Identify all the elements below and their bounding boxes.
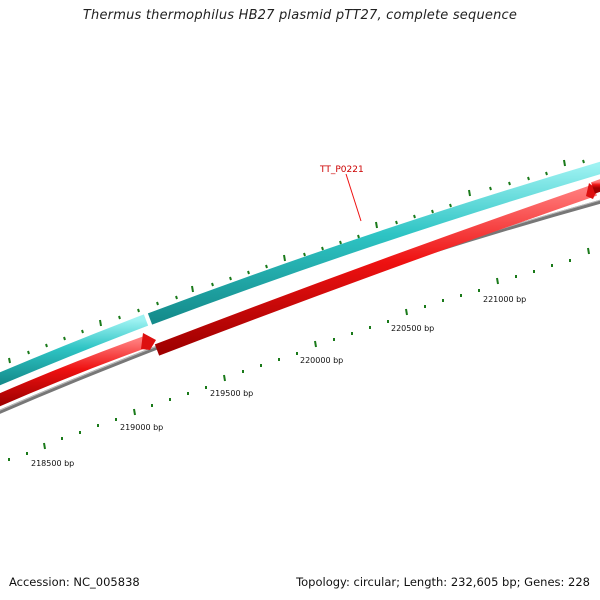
tick-mark [223,374,226,382]
tick-mark [395,220,398,225]
tick-mark [314,340,317,348]
tick-mark [587,247,590,255]
upper-tick-marks [8,159,585,364]
forward-gene-segment-left[interactable] [0,314,149,386]
bp-label: 219000 bp [120,423,163,432]
tick-mark [563,159,566,167]
tick-mark [283,254,286,262]
tick-mark [582,159,585,164]
reverse-gene-segment-left[interactable] [0,335,151,407]
tick-mark [449,203,452,208]
tick-mark [375,221,378,229]
tick-mark [99,319,102,327]
bp-label: 218500 bp [31,459,74,468]
tick-mark [27,350,30,355]
backbone-line [0,199,600,414]
bp-label: 220000 bp [300,356,343,365]
reverse-gene-segment-right[interactable] [591,179,600,194]
tick-mark [265,264,268,269]
map-title: Thermus thermophilus HB27 plasmid pTT27,… [82,8,518,23]
bp-label: 221000 bp [483,295,526,304]
tick-mark [468,189,471,197]
tick-mark [357,234,360,239]
reverse-gene-segment-main[interactable] [154,184,597,356]
tick-mark [63,336,66,341]
tick-mark [175,295,178,300]
tick-mark [45,343,48,348]
tick-mark [118,315,121,320]
tick-mark [81,329,84,334]
gene-label-leader [345,173,362,222]
tick-mark [191,285,194,293]
gene-label[interactable]: TT_P0221 [319,165,364,175]
lower-tick-marks [8,247,590,461]
tick-mark [321,246,324,251]
tick-mark [508,181,511,186]
tick-mark [339,240,342,245]
tick-mark [527,176,530,181]
accession-text: Accession: NC_005838 [9,575,140,589]
tick-mark [247,270,250,275]
tick-mark [211,282,214,287]
tick-mark [545,171,548,176]
bp-label: 219500 bp [210,389,253,398]
backbone-highlight [0,199,600,411]
tick-mark [229,276,232,281]
tick-mark [137,308,140,313]
tick-mark [156,301,159,306]
tick-mark [303,252,306,257]
forward-gene-segment-main[interactable] [147,161,600,325]
tick-mark [489,186,492,191]
tick-mark [496,277,499,285]
tick-mark [431,209,434,214]
topology-summary-text: Topology: circular; Length: 232,605 bp; … [296,575,590,589]
tick-mark [133,408,136,416]
reverse-gene-arrowhead-left [141,333,156,350]
tick-mark [43,442,46,450]
tick-mark [405,308,408,316]
bp-label: 220500 bp [391,324,434,333]
reverse-gene-arrowhead-main [586,183,597,199]
tick-mark [8,357,11,364]
tick-mark [413,214,416,219]
